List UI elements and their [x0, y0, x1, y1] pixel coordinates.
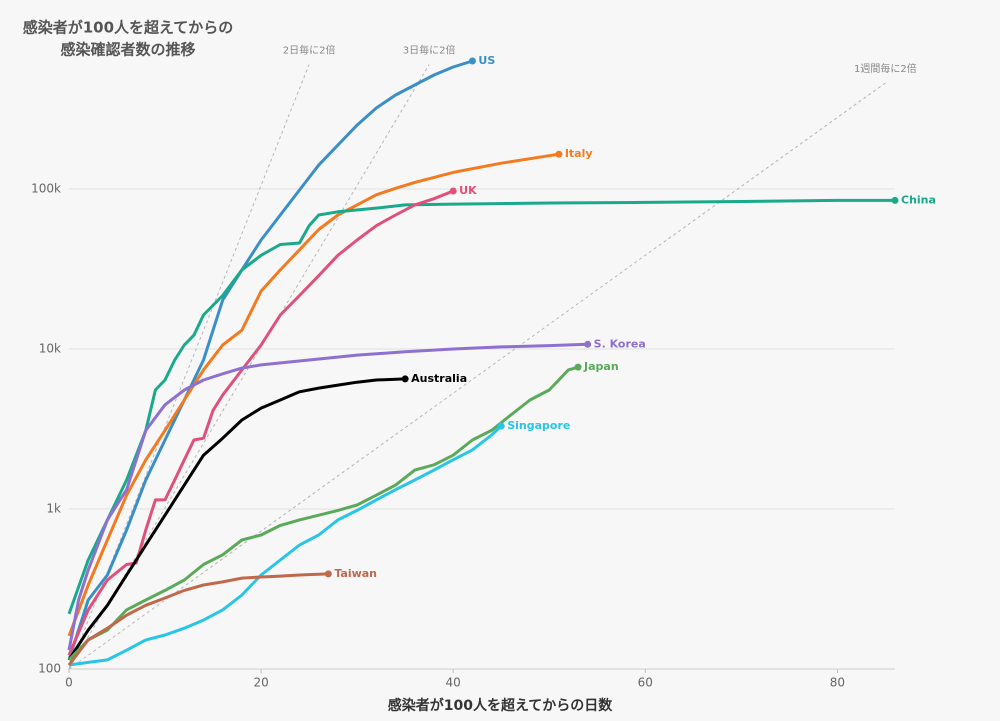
series-line: [67, 377, 406, 661]
y-tick-label: 100: [38, 662, 61, 676]
series-label: UK: [459, 184, 477, 197]
y-tick-label: 1k: [46, 502, 61, 516]
series-label: S. Korea: [594, 337, 646, 350]
end-dot: [555, 150, 563, 158]
reference-label: 3日毎に2倍: [403, 43, 456, 56]
series-line: [67, 572, 329, 666]
series-label: Australia: [411, 372, 467, 385]
series-line: [68, 424, 503, 667]
series-line: [67, 152, 560, 637]
reference-label: 2日毎に2倍: [283, 43, 336, 56]
chart-title: 感染確認者数の推移: [60, 41, 195, 59]
end-dot: [891, 196, 899, 204]
chart-title: 感染者が100人を超えてからの: [23, 19, 234, 37]
series-label: Italy: [565, 147, 593, 160]
series-line: [67, 59, 473, 661]
end-dot: [401, 375, 409, 383]
x-tick-label: 20: [253, 676, 268, 690]
series-label: US: [478, 54, 495, 67]
x-tick-label: 40: [446, 676, 461, 690]
end-dot: [497, 422, 505, 430]
end-dot: [574, 363, 582, 371]
y-tick-label: 100k: [31, 182, 61, 196]
series-line: [67, 342, 588, 651]
x-tick-label: 60: [638, 676, 653, 690]
x-axis-label: 感染者が100人を超えてからの日数: [388, 697, 614, 714]
x-tick-label: 0: [65, 676, 73, 690]
series-label: Taiwan: [334, 567, 377, 580]
series-label: China: [901, 193, 936, 206]
series-label: Singapore: [507, 419, 570, 432]
x-tick-label: 80: [830, 676, 845, 690]
series-label: Japan: [583, 360, 619, 373]
end-dot: [449, 187, 457, 195]
end-dot: [584, 340, 592, 348]
end-dot: [324, 570, 332, 578]
end-dot: [468, 57, 476, 65]
reference-label: 1週間毎に2倍: [854, 62, 917, 75]
y-tick-label: 10k: [39, 342, 61, 356]
